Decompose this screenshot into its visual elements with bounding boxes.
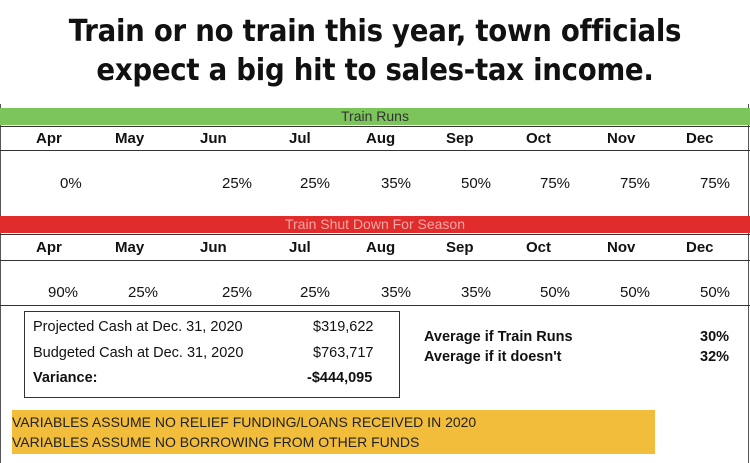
divider xyxy=(0,150,750,151)
value-cell: 35% xyxy=(381,175,412,192)
month-sep: Sep xyxy=(446,130,474,147)
month-sep: Sep xyxy=(446,239,474,256)
headline-line-1: Train or no train this year, town offici… xyxy=(68,14,682,49)
divider xyxy=(0,234,750,235)
value-cell: 25% xyxy=(222,175,253,192)
assumptions-notice: VARIABLES ASSUME NO RELIEF FUNDING/LOANS… xyxy=(12,410,655,454)
month-nov: Nov xyxy=(607,130,636,147)
month-dec: Dec xyxy=(686,130,714,147)
value-cell: 90% xyxy=(48,284,79,301)
value-cell: 25% xyxy=(300,175,331,192)
divider xyxy=(0,260,750,261)
train-runs-values-row: 0% 25% 25% 35% 50% 75% 75% 75% xyxy=(0,175,750,195)
month-dec: Dec xyxy=(686,239,714,256)
value-cell: 50% xyxy=(461,175,492,192)
month-may: May xyxy=(115,239,145,256)
average-train-runs-label: Average if Train Runs xyxy=(424,329,573,345)
value-cell: 75% xyxy=(620,175,651,192)
average-shutdown-value: 32% xyxy=(700,349,730,365)
train-shutdown-header: Train Shut Down For Season xyxy=(0,216,750,233)
average-shutdown-label: Average if it doesn't xyxy=(424,349,562,365)
month-aug: Aug xyxy=(366,239,396,256)
train-runs-header: Train Runs xyxy=(0,108,750,125)
value-cell: 0% xyxy=(60,175,82,192)
budgeted-cash-label: Budgeted Cash at Dec. 31, 2020 xyxy=(33,345,244,361)
budgeted-cash-value: $763,717 xyxy=(313,345,374,361)
variance-value: -$444,095 xyxy=(307,370,373,386)
month-oct: Oct xyxy=(526,130,552,147)
value-cell: 25% xyxy=(128,284,159,301)
headline: Train or no train this year, town offici… xyxy=(0,0,750,104)
month-apr: Apr xyxy=(36,239,62,256)
value-cell: 75% xyxy=(540,175,571,192)
table-frame xyxy=(0,104,749,463)
headline-line-2: expect a big hit to sales-tax income. xyxy=(96,53,654,88)
month-jun: Jun xyxy=(200,239,227,256)
value-cell: 25% xyxy=(300,284,331,301)
notice-line-1: VARIABLES ASSUME NO RELIEF FUNDING/LOANS… xyxy=(12,414,477,430)
value-cell: 50% xyxy=(540,284,571,301)
month-apr: Apr xyxy=(36,130,62,147)
month-may: May xyxy=(115,130,145,147)
projected-cash-label: Projected Cash at Dec. 31, 2020 xyxy=(33,319,243,335)
value-cell: 35% xyxy=(381,284,412,301)
value-cell: 75% xyxy=(700,175,731,192)
value-cell: 35% xyxy=(461,284,492,301)
month-header-row: Apr May Jun Jul Aug Sep Oct Nov Dec xyxy=(0,239,750,259)
average-train-runs-value: 30% xyxy=(700,329,730,345)
month-jul: Jul xyxy=(289,130,311,147)
value-cell: 50% xyxy=(700,284,731,301)
month-nov: Nov xyxy=(607,239,636,256)
month-jun: Jun xyxy=(200,130,227,147)
month-aug: Aug xyxy=(366,130,396,147)
projected-cash-value: $319,622 xyxy=(313,319,374,335)
divider xyxy=(0,305,750,306)
value-cell: 50% xyxy=(620,284,651,301)
variance-label: Variance: xyxy=(33,370,98,386)
month-jul: Jul xyxy=(289,239,311,256)
notice-line-2: VARIABLES ASSUME NO BORROWING FROM OTHER… xyxy=(12,434,420,450)
month-header-row: Apr May Jun Jul Aug Sep Oct Nov Dec xyxy=(0,130,750,150)
cash-summary-box: Projected Cash at Dec. 31, 2020 $319,622… xyxy=(24,311,400,398)
divider xyxy=(0,126,750,127)
month-oct: Oct xyxy=(526,239,552,256)
train-shutdown-values-row: 90% 25% 25% 25% 35% 35% 50% 50% 50% xyxy=(0,284,750,304)
value-cell: 25% xyxy=(222,284,253,301)
